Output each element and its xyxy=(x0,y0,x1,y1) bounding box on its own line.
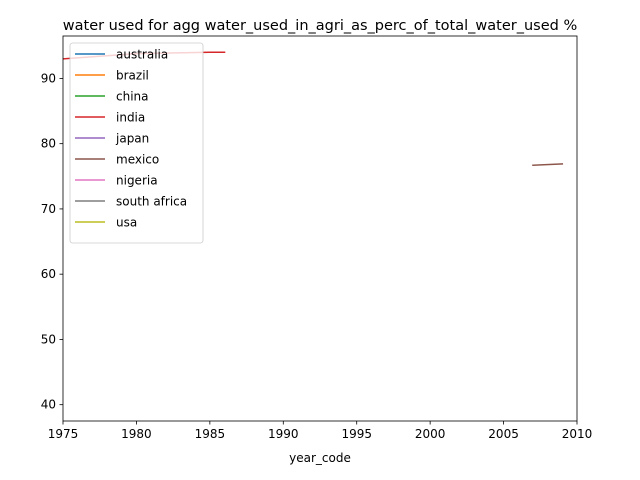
y-tick-label: 50 xyxy=(41,332,56,346)
legend-label-south-africa: south africa xyxy=(116,195,187,209)
y-tick-label: 80 xyxy=(41,137,56,151)
legend-label-china: china xyxy=(116,90,149,104)
legend-label-australia: australia xyxy=(116,48,168,62)
x-tick-label: 1990 xyxy=(268,427,299,441)
legend: australia brazil china india japan mexico nige… xyxy=(69,42,204,244)
chart-title: water used for agg water_used_in_agri_as… xyxy=(63,18,577,34)
x-tick-label: 1985 xyxy=(195,427,226,441)
legend-label-usa: usa xyxy=(116,216,137,230)
y-tick-label: 70 xyxy=(41,202,56,216)
x-tick-label: 1995 xyxy=(341,427,372,441)
x-tick-label: 2005 xyxy=(488,427,519,441)
axes-frame xyxy=(62,35,578,422)
legend-label-india: india xyxy=(116,111,145,125)
series-line-mexico xyxy=(532,163,564,166)
legend-label-japan: japan xyxy=(115,132,149,146)
x-tick-label: 1980 xyxy=(121,427,152,441)
x-axis-label: year_code xyxy=(289,451,351,465)
y-tick-label: 90 xyxy=(41,71,56,85)
legend-label-brazil: brazil xyxy=(116,69,149,83)
x-tick-label: 2000 xyxy=(415,427,446,441)
y-tick-label: 60 xyxy=(41,267,56,281)
legend-label-nigeria: nigeria xyxy=(116,174,158,188)
x-tick-label: 2010 xyxy=(562,427,593,441)
y-tick-label: 40 xyxy=(41,398,56,412)
x-tick-label: 1975 xyxy=(48,427,79,441)
legend-frame xyxy=(69,42,204,244)
legend-label-mexico: mexico xyxy=(116,153,159,167)
axis-ticks: 1975 1980 1985 1990 1995 2000 2005 2010 40 50 60 70… xyxy=(41,71,593,441)
